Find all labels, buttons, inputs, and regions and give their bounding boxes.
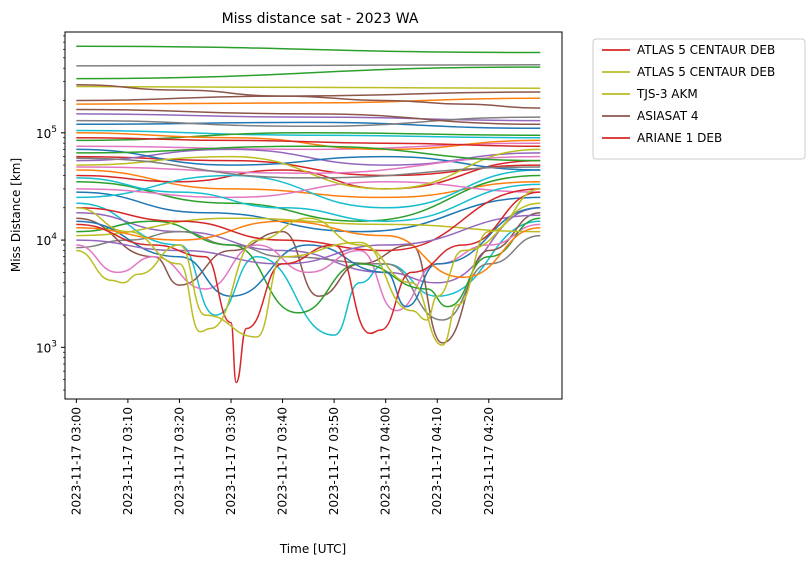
series-line (76, 157, 541, 179)
series-line (76, 116, 541, 128)
series-line-asiasat-4 (76, 84, 541, 109)
y-tick-label: 105 (36, 125, 57, 141)
x-tick-label: 2023-11-17 04:20 (482, 407, 496, 515)
series-line (76, 121, 541, 130)
series-line-tjs-3-akm (76, 188, 541, 346)
series-line (76, 220, 541, 279)
x-tick-label: 2023-11-17 04:10 (430, 407, 444, 515)
series-line (76, 148, 541, 171)
series-line (76, 159, 541, 190)
plot-frame (64, 31, 563, 400)
series-line (76, 188, 541, 252)
series-line (76, 214, 541, 265)
series-line-atlas-5-centaur-deb (76, 191, 541, 384)
x-axis-title: Time [UTC] (279, 542, 346, 556)
y-tick-label: 104 (36, 232, 57, 248)
series-line (76, 64, 541, 67)
legend-box (592, 38, 806, 160)
series-line (76, 97, 541, 105)
x-tick-label: 2023-11-17 03:20 (172, 407, 186, 515)
x-tick-label: 2023-11-17 03:50 (327, 407, 341, 515)
series-line (76, 113, 541, 122)
series-line (76, 202, 541, 336)
series-line-atlas-5-centaur-deb (76, 202, 541, 338)
x-tick-label: 2023-11-17 03:00 (69, 407, 83, 515)
legend-label: ATLAS 5 CENTAUR DEB (637, 65, 775, 79)
x-tick-label: 2023-11-17 03:40 (276, 407, 290, 515)
series-line (76, 211, 541, 344)
series-line (76, 108, 541, 126)
series-line (76, 45, 541, 54)
legend: ATLAS 5 CENTAUR DEB ATLAS 5 CENTAUR DEB TJ… (592, 38, 806, 160)
series-line (76, 148, 541, 166)
y-axis: 103 104 105 (36, 35, 65, 391)
x-tick-label: 2023-11-17 03:30 (224, 407, 238, 515)
x-axis: 2023-11-17 03:00 2023-11-17 03:10 2023-11-… (69, 399, 496, 515)
legend-label: TJS-3 AKM (636, 87, 698, 101)
series-line (76, 223, 541, 312)
legend-label: ASIASAT 4 (637, 109, 698, 123)
series-line-ariane-1-deb (76, 136, 541, 147)
series-line (76, 177, 541, 222)
x-tick-label: 2023-11-17 03:10 (121, 407, 135, 515)
series-line (76, 217, 541, 314)
legend-label: ARIANE 1 DEB (637, 131, 722, 145)
series-line (76, 169, 541, 209)
series-line (76, 217, 541, 237)
chart-title: Miss distance sat - 2023 WA (222, 11, 419, 27)
series-line (76, 169, 541, 199)
series-line (76, 66, 541, 80)
series-line (76, 85, 541, 90)
series-line (76, 191, 541, 233)
series-line (76, 180, 541, 199)
series-line (76, 145, 541, 162)
legend-label: ATLAS 5 CENTAUR DEB (637, 43, 775, 57)
series-line (76, 207, 541, 308)
plot-area (76, 45, 541, 384)
x-tick-label: 2023-11-17 04:00 (379, 407, 393, 515)
y-tick-label: 103 (36, 339, 57, 355)
y-axis-title: Miss Distance [km] (9, 158, 23, 272)
series-line (76, 155, 541, 174)
series-line (76, 129, 541, 139)
